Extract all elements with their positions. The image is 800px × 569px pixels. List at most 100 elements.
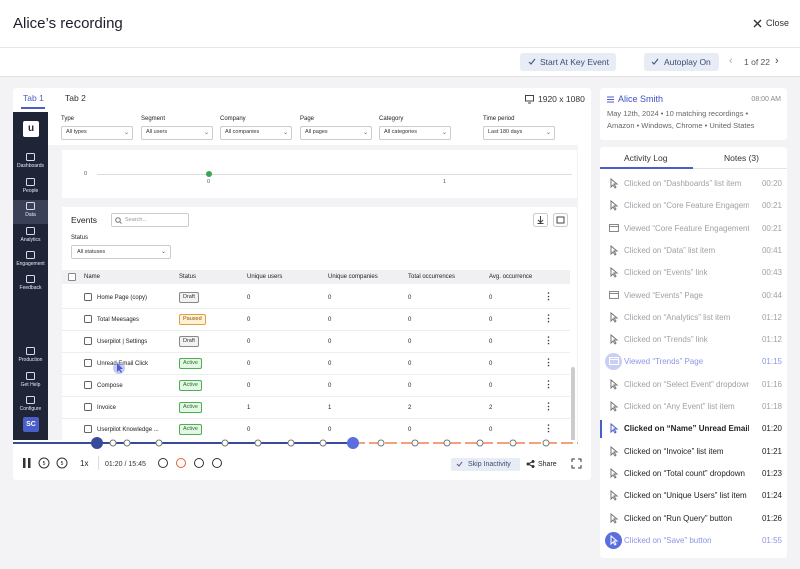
autoplay-button[interactable]: Autoplay On	[644, 53, 719, 71]
rewind-button[interactable]: 5	[38, 457, 50, 469]
nav-icon[interactable]	[26, 251, 35, 259]
search-box[interactable]: Search...	[111, 213, 189, 227]
nav-label[interactable]: Production	[18, 357, 43, 363]
prev-button[interactable]: ‹	[729, 55, 733, 67]
filter-select[interactable]: Last 180 days ⌄	[483, 126, 555, 140]
log-text[interactable]: Viewed “Core Feature Engagement”	[624, 224, 749, 233]
log-text[interactable]: Clicked on “Run Query” button	[624, 514, 733, 523]
event-name[interactable]: Invoice	[97, 405, 117, 411]
status-badge: Active	[179, 402, 202, 413]
filter-label: Page	[300, 116, 315, 122]
log-icon	[610, 177, 619, 189]
log-text[interactable]: Clicked on “Total count” dropdown	[624, 469, 745, 478]
nav-icon[interactable]	[26, 347, 35, 355]
row-divider	[62, 396, 570, 397]
close-icon[interactable]	[753, 19, 762, 28]
nav-icon[interactable]	[26, 275, 35, 283]
log-text[interactable]: Clicked on “Any Event” list item	[624, 403, 735, 411]
cell: 0	[408, 427, 412, 433]
filter-select[interactable]: All categories ⌄	[379, 126, 451, 140]
row-menu[interactable]: ⋮	[544, 313, 553, 323]
nav-icon[interactable]	[26, 372, 35, 380]
event-filter-icon[interactable]	[176, 458, 186, 468]
row-menu[interactable]: ⋮	[544, 401, 553, 411]
log-text[interactable]: Viewed “Trends” Page	[624, 358, 704, 367]
log-text[interactable]: Clicked on “Invoice” list item	[624, 447, 724, 456]
event-name[interactable]: Total Meesages	[97, 317, 140, 323]
list-icon	[607, 96, 614, 103]
log-text[interactable]: Clicked on “Name” Unread Email C...	[624, 425, 749, 434]
log-text[interactable]: Clicked on “Analytics” list item	[624, 313, 731, 322]
filter-select[interactable]: All users ⌄	[141, 126, 213, 140]
download-button[interactable]	[533, 213, 548, 227]
row-menu[interactable]: ⋮	[544, 357, 553, 367]
nav-label[interactable]: Engagement	[16, 261, 45, 267]
active-nav-bg	[13, 200, 48, 224]
cell: 0	[328, 295, 332, 301]
cell: 0	[489, 427, 493, 433]
skip-inactivity-button[interactable]: Skip Inactivity	[451, 458, 520, 471]
log-text[interactable]: Viewed “Events” Page	[624, 291, 704, 300]
nav-label[interactable]: Configure	[19, 406, 42, 412]
share-button[interactable]: Share	[538, 461, 557, 468]
event-filter-icon[interactable]	[212, 458, 222, 468]
tab[interactable]: Activity Log	[624, 153, 668, 163]
event-icon	[84, 425, 92, 433]
filter-select[interactable]: All companies ⌄	[220, 126, 292, 140]
log-text[interactable]: Clicked on “Trends” link	[624, 336, 708, 345]
user-meta: May 12th, 2024 • 10 matching recordings …	[607, 109, 749, 118]
tab[interactable]: Tab 2	[65, 93, 86, 103]
filter-value: All categories	[384, 129, 418, 135]
log-text[interactable]: Clicked on “Core Feature Engagem	[624, 202, 749, 211]
header-checkbox[interactable]	[68, 273, 76, 281]
pause-button[interactable]	[23, 458, 31, 468]
event-name[interactable]: Home Page (copy)	[97, 295, 148, 301]
filter-value: All companies	[225, 129, 260, 135]
tab[interactable]: Notes (3)	[724, 153, 759, 163]
event-filter-icon[interactable]	[194, 458, 204, 468]
log-text[interactable]: Clicked on “Data” list item	[624, 246, 716, 255]
log-icon	[610, 267, 619, 278]
event-filter-icon[interactable]	[158, 458, 168, 468]
event-name[interactable]: Compose	[97, 383, 123, 389]
cell: 2	[408, 405, 412, 411]
tab[interactable]: Tab 1	[23, 93, 44, 103]
axis-line	[97, 174, 572, 175]
log-text[interactable]: Clicked on “Select Event” dropdown	[624, 380, 749, 389]
row-menu[interactable]: ⋮	[544, 291, 553, 301]
filter-select[interactable]: All types ⌄	[61, 126, 133, 140]
status-select[interactable]: All statuses ⌄	[71, 245, 171, 259]
row-menu[interactable]: ⋮	[544, 335, 553, 345]
share-icon[interactable]	[526, 460, 535, 468]
speed-button[interactable]: 1x	[80, 459, 89, 468]
cell: 0	[489, 339, 493, 345]
nav-icon[interactable]	[26, 396, 35, 404]
nav-label[interactable]: Feedback	[19, 285, 42, 291]
nav-icon[interactable]	[26, 178, 35, 186]
nav-icon[interactable]	[26, 153, 35, 161]
nav-icon[interactable]	[26, 202, 35, 210]
event-name[interactable]: Userpilot | Settings	[97, 339, 148, 345]
column-header: Total occurrences	[408, 274, 456, 280]
event-name[interactable]: Userpilot Knowledge ...	[97, 427, 159, 433]
nav-label[interactable]: Get Help	[20, 382, 41, 388]
columns-button[interactable]	[553, 213, 568, 227]
log-text[interactable]: Clicked on “Dashboards” list item	[624, 180, 742, 188]
next-button[interactable]: ›	[775, 55, 779, 67]
log-text[interactable]: Clicked on “Unique Users” list item	[624, 492, 747, 501]
nav-label[interactable]: Analytics	[20, 237, 41, 243]
row-menu[interactable]: ⋮	[544, 379, 553, 389]
nav-label[interactable]: Data	[25, 212, 36, 218]
row-menu[interactable]: ⋮	[544, 423, 553, 433]
nav-icon[interactable]	[26, 227, 35, 235]
row-divider	[62, 330, 570, 331]
fullscreen-button[interactable]	[571, 458, 582, 469]
log-text[interactable]: Clicked on “Events” link	[624, 269, 708, 278]
filter-select[interactable]: All pages ⌄	[300, 126, 372, 140]
close-button[interactable]: Close	[766, 18, 790, 28]
nav-label[interactable]: People	[22, 188, 39, 194]
nav-label[interactable]: Dashboards	[17, 163, 44, 169]
start-key-event-button[interactable]: Start At Key Event	[520, 53, 616, 71]
log-text[interactable]: Clicked on “Save” button	[624, 536, 712, 545]
forward-button[interactable]: 5	[56, 457, 68, 469]
